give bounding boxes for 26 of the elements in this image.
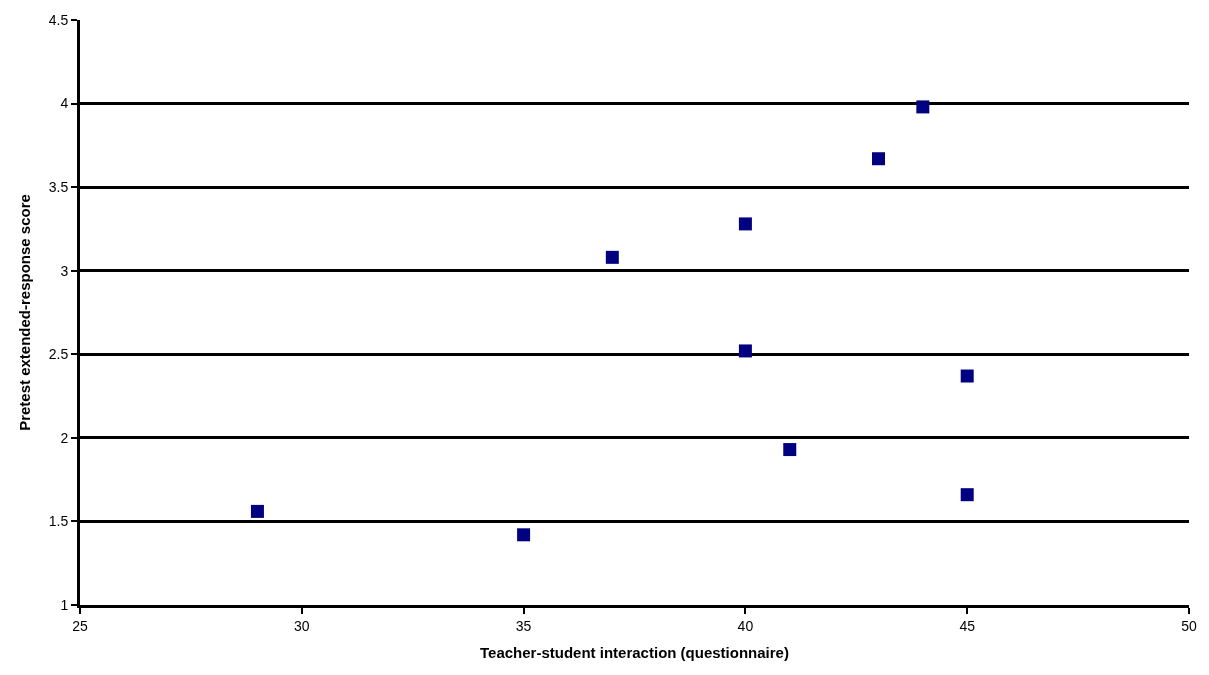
- x-axis-title: Teacher-student interaction (questionnaire): [480, 643, 789, 661]
- x-tick-label: 45: [959, 617, 976, 634]
- point: [605, 250, 619, 264]
- y-tick-label: 1.5: [48, 513, 69, 530]
- y-tick-label: 2.5: [48, 346, 69, 363]
- point: [250, 504, 264, 518]
- y-axis-title: Pretest extended-response score: [15, 194, 33, 431]
- point: [916, 100, 930, 114]
- x-tick-label: 25: [72, 617, 88, 634]
- y-tick-label: 1: [60, 596, 69, 613]
- point: [517, 528, 531, 542]
- y-tick-label: 2: [60, 429, 69, 446]
- y-tick-label: 3: [60, 262, 69, 279]
- x-tick-label: 35: [515, 617, 532, 634]
- y-tick-label: 3.5: [48, 179, 69, 196]
- y-tick-label: 4.5: [48, 11, 69, 28]
- point: [783, 443, 797, 457]
- x-tick-label: 30: [294, 617, 310, 634]
- point: [871, 152, 885, 166]
- point: [960, 369, 974, 383]
- point: [960, 488, 974, 502]
- x-tick-label: 50: [1181, 617, 1197, 634]
- point: [738, 344, 752, 358]
- x-tick-label: 40: [737, 617, 754, 634]
- point: [738, 217, 752, 231]
- y-tick-label: 4: [60, 95, 69, 112]
